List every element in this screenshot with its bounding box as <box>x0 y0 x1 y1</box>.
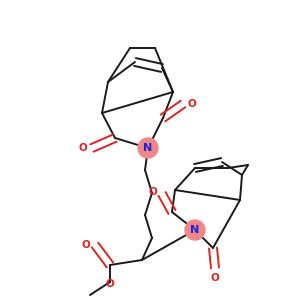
Circle shape <box>185 220 205 240</box>
Text: O: O <box>106 279 114 289</box>
Circle shape <box>138 138 158 158</box>
Text: O: O <box>148 187 158 197</box>
Text: N: N <box>143 143 153 153</box>
Text: N: N <box>190 225 200 235</box>
Text: O: O <box>82 240 90 250</box>
Text: O: O <box>211 273 219 283</box>
Text: O: O <box>188 99 196 109</box>
Text: O: O <box>79 143 87 153</box>
